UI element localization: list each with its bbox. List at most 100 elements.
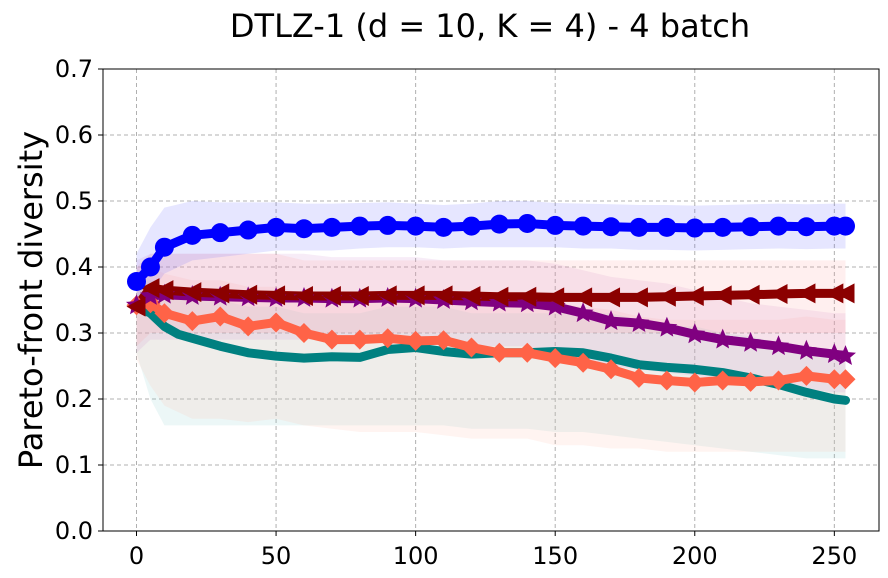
tomato-diamond-point bbox=[433, 330, 454, 351]
darkred-triangle-line bbox=[131, 283, 851, 312]
blue-circle-point bbox=[713, 217, 733, 237]
darkred-triangle-point bbox=[210, 283, 230, 304]
purple-star-point bbox=[572, 302, 594, 323]
tomato-diamond-point bbox=[461, 337, 482, 358]
x-tick-label: 0 bbox=[129, 542, 144, 570]
blue-circle-point bbox=[769, 216, 789, 236]
darkred-triangle-point bbox=[517, 286, 537, 307]
darkred-triangle-point bbox=[628, 287, 648, 308]
x-tick-label: 150 bbox=[532, 542, 578, 570]
blue-circle-point bbox=[294, 219, 314, 239]
blue-circle-point bbox=[489, 214, 509, 234]
purple-star-point bbox=[796, 339, 817, 360]
blue-circle-point bbox=[461, 216, 481, 236]
tomato-diamond-point bbox=[545, 348, 566, 369]
darkred-triangle-point bbox=[656, 286, 676, 307]
blue-circle-point bbox=[154, 237, 174, 257]
darkred-triangle-point bbox=[461, 286, 481, 307]
blue-circle-point bbox=[629, 217, 649, 237]
axis-ticks: 0 50 100 150 200 250 0.0 0.1 0.2 0.3 0.4 0.5 0.6 0.7 bbox=[55, 55, 857, 570]
darkred-triangle-point bbox=[266, 285, 286, 306]
x-tick-label: 200 bbox=[672, 542, 718, 570]
blue-circle-point bbox=[517, 213, 537, 233]
tomato-diamond-point bbox=[238, 316, 259, 337]
blue-circle-point bbox=[657, 217, 677, 237]
darkred-triangle-point bbox=[182, 282, 202, 303]
darkred-triangle-point bbox=[768, 284, 788, 305]
x-tick-label: 50 bbox=[261, 542, 292, 570]
tomato-diamond-point bbox=[824, 369, 845, 390]
darkred-triangle-point bbox=[712, 285, 732, 306]
tomato-diamond-point bbox=[601, 359, 622, 380]
tomato-diamond-point bbox=[154, 303, 175, 324]
darkred-triangle-point bbox=[126, 296, 146, 317]
darkred-triangle-point bbox=[545, 287, 565, 308]
tomato-diamond-point bbox=[712, 370, 733, 391]
purple-star-point bbox=[768, 335, 789, 356]
blue-circle-point bbox=[126, 272, 146, 292]
blue-circle-point bbox=[266, 217, 286, 237]
purple-star-point bbox=[600, 310, 622, 330]
blue-circle-point bbox=[140, 257, 160, 277]
tomato-diamond-point bbox=[489, 342, 510, 363]
darkred-triangle-point bbox=[405, 285, 425, 306]
blue-circle-point bbox=[685, 218, 705, 238]
blue-circle-point bbox=[573, 216, 593, 236]
y-tick-label: 0.1 bbox=[55, 451, 93, 479]
darkred-triangle-point bbox=[293, 286, 313, 307]
tomato-diamond-point bbox=[266, 312, 287, 333]
darkred-triangle-point bbox=[684, 286, 704, 307]
darkred-triangle-point bbox=[377, 285, 397, 306]
y-tick-label: 0.6 bbox=[55, 121, 93, 149]
y-axis-label: Pareto-front diversity bbox=[12, 131, 50, 469]
tomato-diamond-band bbox=[136, 267, 846, 452]
tomato-diamond-point bbox=[796, 365, 817, 386]
darkred-triangle-point bbox=[835, 283, 855, 304]
blue-circle-point bbox=[378, 215, 398, 235]
tomato-diamond-point bbox=[517, 342, 538, 363]
blue-circle-point bbox=[741, 217, 761, 237]
darkred-triangle-point bbox=[796, 283, 816, 304]
y-tick-label: 0.0 bbox=[55, 517, 93, 545]
chart-title: DTLZ-1 (d = 10, K = 4) - 4 batch bbox=[230, 7, 750, 45]
darkred-triangle-point bbox=[349, 286, 369, 307]
blue-circle-point bbox=[210, 223, 230, 243]
purple-star-band bbox=[136, 253, 846, 393]
tomato-diamond-point bbox=[210, 306, 231, 327]
blue-circle-point bbox=[238, 220, 258, 240]
x-tick-label: 100 bbox=[393, 542, 439, 570]
series-markers bbox=[126, 213, 856, 393]
purple-star-point bbox=[823, 343, 845, 363]
blue-circle-point bbox=[322, 217, 342, 237]
purple-star-point bbox=[628, 312, 650, 332]
darkred-triangle-point bbox=[140, 278, 160, 299]
darkred-triangle-point bbox=[238, 284, 258, 305]
purple-star-point bbox=[656, 316, 678, 337]
blue-circle-point bbox=[434, 217, 454, 237]
tomato-diamond-point bbox=[656, 370, 677, 391]
y-tick-label: 0.5 bbox=[55, 187, 93, 215]
y-tick-label: 0.3 bbox=[55, 319, 93, 347]
darkred-triangle-point bbox=[154, 280, 174, 301]
blue-circle-point bbox=[350, 216, 370, 236]
darkred-triangle-point bbox=[601, 287, 621, 308]
purple-star-point bbox=[684, 323, 706, 344]
tomato-diamond-line bbox=[131, 298, 851, 387]
blue-circle-point bbox=[601, 217, 621, 237]
purple-star-point bbox=[516, 292, 538, 313]
purple-star-point bbox=[712, 328, 734, 349]
tomato-diamond-point bbox=[182, 311, 203, 332]
plot-frame bbox=[102, 68, 880, 532]
tomato-diamond-point bbox=[573, 352, 594, 373]
y-tick-label: 0.2 bbox=[55, 385, 93, 413]
tomato-diamond-point bbox=[768, 370, 789, 391]
blue-circle-point bbox=[406, 216, 426, 236]
darkred-triangle-point bbox=[573, 287, 593, 308]
tomato-diamond-point bbox=[628, 367, 649, 388]
darkred-triangle-point bbox=[740, 284, 760, 305]
darkred-triangle-point bbox=[489, 286, 509, 307]
blue-circle-point bbox=[545, 215, 565, 235]
purple-star-point bbox=[835, 345, 856, 365]
blue-circle-line bbox=[131, 218, 851, 287]
